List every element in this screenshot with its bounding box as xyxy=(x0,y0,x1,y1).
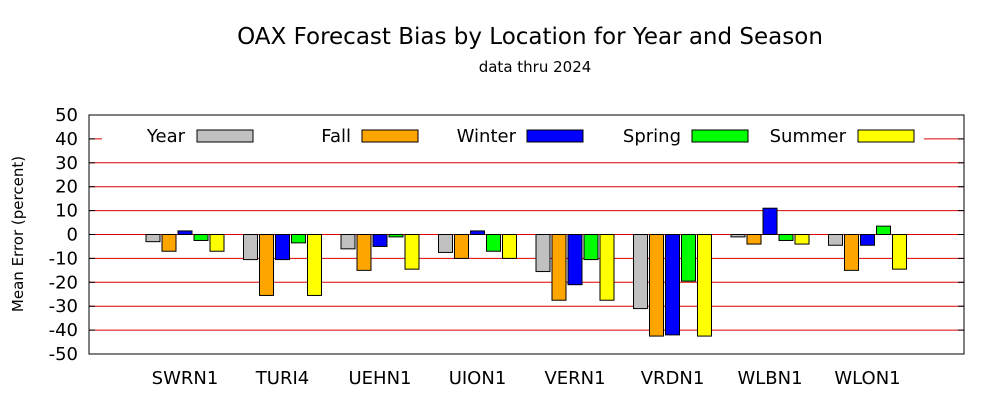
x-tick-label: UION1 xyxy=(449,368,507,389)
y-tick-label: -40 xyxy=(49,320,78,341)
legend-swatch xyxy=(526,129,584,143)
bar xyxy=(404,234,420,270)
bar xyxy=(892,234,907,270)
plot-border xyxy=(88,114,965,355)
legend-swatch xyxy=(361,129,419,143)
bar xyxy=(438,234,453,253)
bar xyxy=(876,225,891,235)
bar xyxy=(665,234,680,336)
bar xyxy=(177,230,193,235)
bar xyxy=(340,234,356,250)
bar xyxy=(193,234,209,241)
legend-label: Fall xyxy=(321,126,351,147)
y-tick-label: 50 xyxy=(55,105,78,126)
bar xyxy=(535,234,551,273)
bar xyxy=(567,234,583,286)
y-tick-label: 40 xyxy=(55,129,78,150)
x-tick-label: VERN1 xyxy=(544,368,605,389)
bar xyxy=(486,234,501,252)
x-tick-label: UEHN1 xyxy=(349,368,412,389)
bar xyxy=(828,234,843,246)
bar xyxy=(454,234,469,259)
y-tick-label: -20 xyxy=(49,272,78,293)
bar xyxy=(794,234,810,245)
bar xyxy=(372,234,388,247)
chart-subtitle: data thru 2024 xyxy=(479,58,592,76)
legend-label: Winter xyxy=(457,126,517,147)
bar xyxy=(551,234,567,301)
bar xyxy=(778,234,794,241)
bar xyxy=(259,234,274,296)
bar xyxy=(860,234,875,246)
y-tick-label: -30 xyxy=(49,296,78,317)
bar xyxy=(762,207,778,236)
x-tick-label: TURI4 xyxy=(255,368,309,389)
bar xyxy=(388,234,404,238)
bar xyxy=(307,234,322,296)
bars xyxy=(145,207,907,337)
y-tick-label: 30 xyxy=(55,153,78,174)
legend-swatch xyxy=(691,129,749,143)
y-axis-label: Mean Error (percent) xyxy=(9,156,27,312)
bar xyxy=(599,234,615,301)
bar xyxy=(697,234,712,337)
y-tick-label: 20 xyxy=(55,177,78,198)
bar xyxy=(502,234,517,259)
bar xyxy=(356,234,372,271)
bar xyxy=(161,234,177,252)
y-tick-label: 10 xyxy=(55,201,78,222)
bar xyxy=(844,234,859,271)
bar xyxy=(243,234,258,261)
bar xyxy=(649,234,664,337)
bar xyxy=(730,234,746,238)
y-tick-label: -10 xyxy=(49,248,78,269)
bar xyxy=(746,234,762,245)
x-tick-label: WLON1 xyxy=(834,368,900,389)
legend-label: Summer xyxy=(770,126,847,147)
y-tick-label: -50 xyxy=(49,344,78,365)
bar xyxy=(633,234,648,310)
grid-lines xyxy=(89,138,964,331)
x-tick-label: VRDN1 xyxy=(641,368,705,389)
bar xyxy=(145,234,161,243)
chart-title: OAX Forecast Bias by Location for Year a… xyxy=(237,24,823,50)
legend-swatch xyxy=(196,129,254,143)
legend-swatch xyxy=(857,129,915,143)
bar xyxy=(209,234,225,252)
axes: 50 40 30 20 10 0-10 -20 -30 -40 -50 SWRN1 TURI4 UEHN… xyxy=(49,105,965,389)
y-tick-label: 0 xyxy=(67,225,78,246)
bar xyxy=(470,230,485,235)
legend: Year Fall Winter Spring Summer xyxy=(102,124,924,148)
x-tick-label: SWRN1 xyxy=(152,368,219,389)
bar xyxy=(681,234,696,282)
bar xyxy=(583,234,599,261)
bar xyxy=(291,234,306,244)
bar xyxy=(275,234,290,261)
legend-label: Year xyxy=(146,126,186,147)
legend-label: Spring xyxy=(623,126,681,147)
x-tick-label: WLBN1 xyxy=(737,368,802,389)
